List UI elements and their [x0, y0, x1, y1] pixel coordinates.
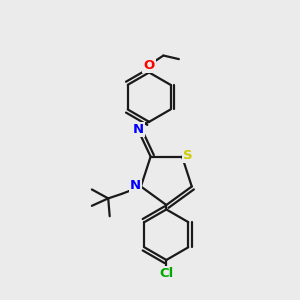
Text: S: S	[183, 148, 192, 162]
Text: N: N	[130, 179, 141, 192]
Text: O: O	[143, 59, 155, 72]
Text: Cl: Cl	[159, 267, 173, 280]
Text: N: N	[133, 123, 144, 136]
